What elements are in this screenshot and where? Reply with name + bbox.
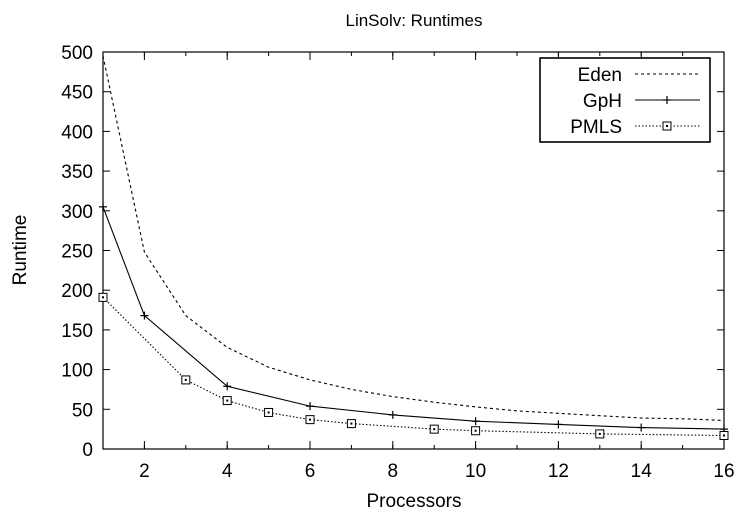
point-pmls-dot — [267, 411, 270, 414]
x-tick-label: 10 — [465, 461, 486, 482]
legend-label-gph: GpH — [583, 91, 622, 112]
x-tick-label: 4 — [222, 461, 233, 482]
point-pmls-dot — [184, 378, 187, 381]
series-line-pmls — [102, 296, 725, 437]
y-tick-label: 200 — [61, 281, 93, 302]
y-tick-label: 250 — [61, 242, 93, 263]
x-tick-label: 2 — [139, 461, 150, 482]
x-tick-label: 16 — [713, 461, 734, 482]
point-pmls-dot — [226, 399, 229, 402]
x-tick-label: 6 — [305, 461, 316, 482]
y-tick-label: 500 — [61, 43, 93, 64]
x-tick-label: 14 — [631, 461, 653, 482]
legend-label-eden: Eden — [578, 65, 622, 86]
point-pmls-dot — [723, 434, 725, 437]
y-tick-label: 450 — [61, 83, 93, 104]
point-pmls-dot — [598, 432, 601, 435]
x-tick-label: 8 — [388, 461, 399, 482]
y-tick-label: 100 — [61, 361, 93, 382]
legend-marker-pmls-dot — [666, 125, 668, 127]
point-pmls-dot — [102, 296, 104, 299]
point-pmls-dot — [350, 422, 353, 425]
y-tick-label: 350 — [61, 162, 93, 183]
y-tick-label: 150 — [61, 321, 93, 342]
series-line-gph — [102, 206, 725, 430]
y-axis-label: Runtime — [10, 215, 31, 286]
x-axis-label: Processors — [366, 491, 461, 512]
chart-title: LinSolv: Runtimes — [345, 11, 482, 30]
point-pmls-dot — [309, 418, 311, 421]
series-line-eden — [102, 55, 725, 421]
point-pmls-dot — [474, 429, 477, 432]
legend-label-pmls: PMLS — [570, 117, 622, 138]
y-tick-label: 300 — [61, 202, 93, 223]
y-tick-label: 50 — [72, 400, 93, 421]
y-tick-label: 0 — [82, 440, 93, 461]
point-pmls-dot — [433, 428, 436, 431]
x-tick-label: 12 — [548, 461, 569, 482]
y-tick-label: 400 — [61, 122, 93, 143]
